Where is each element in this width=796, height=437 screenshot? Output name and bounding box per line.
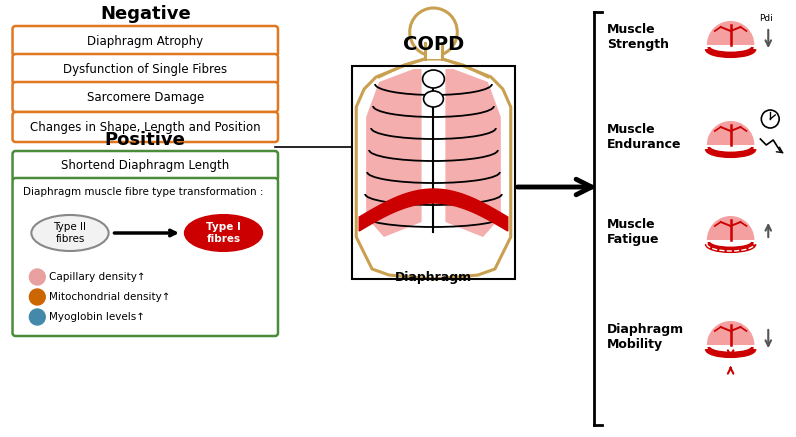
Text: Negative: Negative — [100, 5, 190, 23]
Text: Diaphragm muscle fibre type transformation :: Diaphragm muscle fibre type transformati… — [23, 187, 264, 197]
FancyBboxPatch shape — [13, 82, 278, 112]
Circle shape — [29, 269, 45, 285]
Text: Sarcomere Damage: Sarcomere Damage — [87, 90, 204, 104]
Polygon shape — [366, 69, 422, 237]
Text: Positive: Positive — [105, 131, 185, 149]
Text: Type I
fibres: Type I fibres — [206, 222, 241, 244]
FancyBboxPatch shape — [13, 26, 278, 56]
Circle shape — [761, 110, 779, 128]
Text: Diaphragm: Diaphragm — [395, 271, 472, 284]
Text: Shortend Diaphragm Length: Shortend Diaphragm Length — [61, 160, 229, 173]
Circle shape — [29, 309, 45, 325]
Wedge shape — [707, 121, 755, 145]
Text: Diaphragm Atrophy: Diaphragm Atrophy — [88, 35, 203, 48]
Text: Pdi: Pdi — [759, 14, 773, 23]
Wedge shape — [707, 216, 755, 240]
FancyBboxPatch shape — [13, 112, 278, 142]
Polygon shape — [357, 59, 511, 279]
FancyBboxPatch shape — [13, 178, 278, 336]
FancyBboxPatch shape — [13, 54, 278, 84]
Text: Myoglobin levels↑: Myoglobin levels↑ — [49, 312, 145, 322]
Ellipse shape — [423, 70, 444, 88]
Ellipse shape — [31, 215, 108, 251]
Wedge shape — [707, 321, 755, 345]
Text: Type II
fibres: Type II fibres — [53, 222, 87, 244]
Circle shape — [29, 289, 45, 305]
Polygon shape — [359, 189, 508, 231]
Bar — [424, 39, 443, 59]
Wedge shape — [707, 21, 755, 45]
Text: Muscle
Strength: Muscle Strength — [607, 23, 669, 51]
Text: Muscle
Fatigue: Muscle Fatigue — [607, 218, 659, 246]
Text: Capillary density↑: Capillary density↑ — [49, 272, 146, 282]
Text: Mitochondrial density↑: Mitochondrial density↑ — [49, 292, 170, 302]
FancyBboxPatch shape — [13, 151, 278, 181]
Bar — [353, 66, 515, 279]
Text: Diaphragm
Mobility: Diaphragm Mobility — [607, 323, 684, 351]
Circle shape — [410, 8, 457, 56]
Text: COPD: COPD — [403, 35, 464, 55]
Text: Changes in Shape, Length and Position: Changes in Shape, Length and Position — [30, 121, 260, 133]
Polygon shape — [446, 69, 501, 237]
Ellipse shape — [423, 91, 443, 107]
Ellipse shape — [185, 215, 262, 251]
Text: Dysfunction of Single Fibres: Dysfunction of Single Fibres — [63, 62, 228, 76]
Text: Muscle
Endurance: Muscle Endurance — [607, 123, 681, 151]
